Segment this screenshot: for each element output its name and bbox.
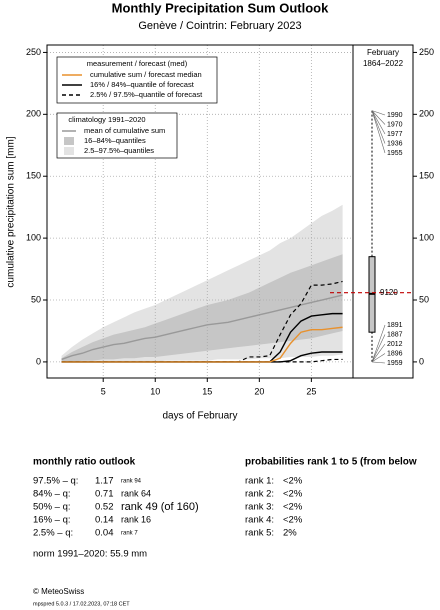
- year-connector: [371, 110, 386, 144]
- legend-swatch: [64, 147, 74, 155]
- y2-tick-label: 0: [419, 356, 424, 366]
- y2-tick-label: 250: [419, 47, 434, 57]
- year-label: 1887: [387, 331, 403, 338]
- ratio-label: 16% – q:: [33, 515, 71, 526]
- prob-label: rank 5:: [245, 528, 274, 539]
- quantile-band: [61, 254, 343, 362]
- ratio-label: 84% – q:: [33, 489, 71, 500]
- x-tick-label: 5: [101, 386, 106, 396]
- ratio-rank: rank 16: [121, 514, 151, 524]
- year-connector: [371, 110, 386, 125]
- prob-label: rank 4:: [245, 515, 274, 526]
- ratio-rank: rank 7: [121, 531, 138, 537]
- prob-value: <2%: [283, 476, 303, 487]
- legend-label: 16% / 84%–quantile of forecast: [90, 80, 195, 89]
- legend-box: [56, 112, 178, 159]
- ratio-label: 2.5% – q:: [33, 528, 73, 539]
- y-tick-label: 150: [26, 171, 41, 181]
- ratio-value: 0.14: [95, 515, 114, 526]
- y-tick-label: 0: [36, 356, 41, 366]
- year-label: 1990: [387, 112, 403, 119]
- y-tick-label: 50: [31, 294, 41, 304]
- probabilities-title: probabilities rank 1 to 5 (from below: [245, 457, 417, 468]
- chart-title: Monthly Precipitation Sum Outlook: [112, 0, 329, 15]
- x-tick-label: 20: [254, 386, 264, 396]
- year-label: 1891: [387, 322, 403, 329]
- ratio-rank: rank 64: [121, 488, 151, 498]
- y2-tick-label: 50: [419, 294, 429, 304]
- legend-label: mean of cumulative sum: [84, 126, 165, 135]
- prob-label: rank 3:: [245, 502, 274, 513]
- y2-tick-label: 150: [419, 171, 434, 181]
- version: mpspred 5.0.3 / 17.02.2023, 07:18 CET: [33, 601, 130, 607]
- history-title: February: [367, 48, 399, 57]
- y-tick-label: 250: [26, 47, 41, 57]
- legend-swatch: [64, 137, 74, 145]
- prob-label: rank 2:: [245, 489, 274, 500]
- y-tick-label: 200: [26, 109, 41, 119]
- ratio-value: 0.04: [95, 528, 114, 539]
- copyright: © MeteoSwiss: [33, 587, 84, 596]
- y-axis-label: cumulative precipitation sum [mm]: [6, 136, 17, 287]
- year-connector: [371, 334, 386, 363]
- ratio-rank: rank 94: [121, 479, 142, 485]
- year-label: 1955: [387, 150, 403, 157]
- norm-label: 9120: [380, 288, 398, 297]
- year-label: 1959: [387, 360, 403, 367]
- y2-tick-label: 100: [419, 232, 434, 242]
- legend-label: 2.5% / 97.5%–quantile of forecast: [90, 90, 203, 99]
- prob-value: <2%: [283, 515, 303, 526]
- ratio-value: 1.17: [95, 476, 114, 487]
- x-axis-label: days of February: [162, 411, 237, 422]
- series-line: [61, 294, 343, 361]
- y2-tick-label: 200: [419, 109, 434, 119]
- prob-value: <2%: [283, 489, 303, 500]
- x-tick-label: 25: [306, 386, 316, 396]
- year-connector: [371, 361, 386, 364]
- year-label: 1977: [387, 131, 403, 138]
- ratio-label: 50% – q:: [33, 502, 71, 513]
- prob-label: rank 1:: [245, 476, 274, 487]
- year-label: 1936: [387, 140, 403, 147]
- year-label: 1896: [387, 350, 403, 357]
- norm-text: norm 1991–2020: 55.9 mm: [33, 549, 147, 560]
- chart-subtitle: Genève / Cointrin: February 2023: [138, 20, 301, 32]
- legend-box: [56, 56, 218, 104]
- year-connector: [371, 110, 386, 135]
- y-tick-label: 100: [26, 232, 41, 242]
- year-connector: [371, 343, 386, 363]
- ratio-rank: rank 49 (of 160): [121, 501, 199, 513]
- x-tick-label: 15: [202, 386, 212, 396]
- year-connector: [371, 353, 386, 363]
- x-tick-label: 10: [150, 386, 160, 396]
- outlook-title: monthly ratio outlook: [33, 457, 136, 468]
- year-connector: [371, 110, 386, 116]
- legend-title: climatology 1991–2020: [68, 115, 145, 124]
- legend-label: 2.5–97.5%–quantiles: [84, 146, 154, 155]
- history-frame: [352, 44, 414, 379]
- year-label: 2012: [387, 341, 403, 348]
- year-connector: [371, 324, 386, 363]
- history-title: 1864–2022: [363, 59, 404, 68]
- legend-label: cumulative sum / forecast median: [90, 70, 202, 79]
- year-connector: [371, 110, 386, 154]
- ratio-value: 0.52: [95, 502, 114, 513]
- ratio-value: 0.71: [95, 489, 114, 500]
- prob-value: <2%: [283, 502, 303, 513]
- series-line: [61, 326, 343, 363]
- ratio-label: 97.5% – q:: [33, 476, 78, 487]
- prob-value: 2%: [283, 528, 297, 539]
- legend-title: measurement / forecast (med): [87, 59, 188, 68]
- legend-label: 16–84%–quantiles: [84, 136, 146, 145]
- year-label: 1970: [387, 121, 403, 128]
